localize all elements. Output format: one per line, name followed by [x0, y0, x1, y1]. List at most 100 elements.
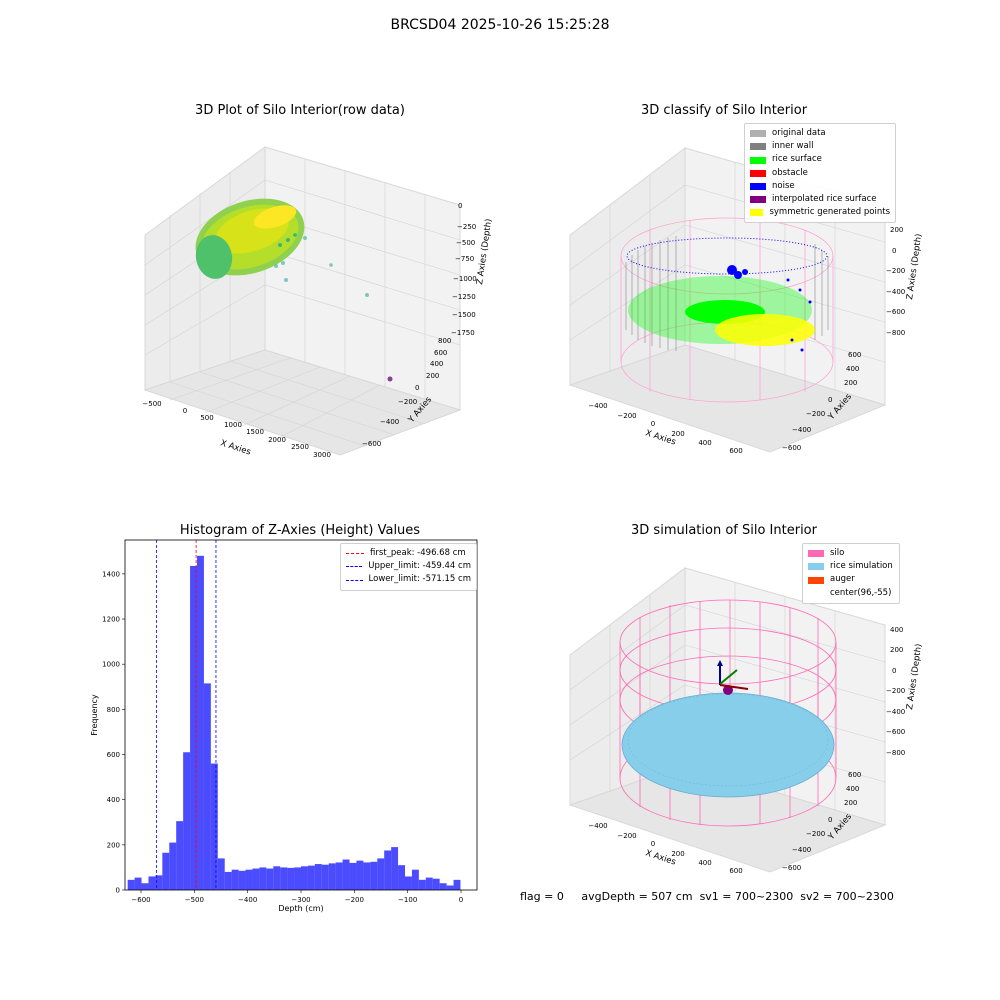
simulation-ztick: 400 — [890, 626, 903, 634]
legend-swatch — [808, 550, 824, 558]
raw-ytick: 400 — [430, 360, 443, 368]
raw-ytick: −400 — [380, 418, 399, 426]
legend-item: original data — [750, 127, 890, 140]
simulation-3d-plot: −400 −200 0 200 400 600 −600 −400 −200 0… — [568, 566, 924, 875]
legend-label: original data — [772, 128, 826, 138]
histogram-bar — [307, 865, 315, 890]
histogram-bar — [405, 876, 412, 890]
histogram-bar — [183, 752, 191, 890]
y-tick-label: 0 — [116, 887, 120, 895]
classify-ytick: 200 — [844, 379, 857, 387]
legend-swatch — [750, 169, 766, 177]
y-tick-label: 600 — [107, 751, 120, 759]
histogram-legend: first_peak: -496.68 cm Upper_limit: -459… — [340, 543, 477, 591]
classify-ztick: −200 — [886, 267, 905, 275]
raw-ytick: −200 — [398, 398, 417, 406]
x-tick-label: −600 — [131, 896, 150, 904]
simulation-ztick: 0 — [892, 667, 896, 675]
legend-label: inner wall — [772, 141, 814, 152]
legend-label: rice surface — [772, 154, 822, 165]
legend-line — [346, 579, 363, 581]
legend-swatch — [808, 576, 824, 584]
raw-xtick: 0 — [183, 407, 187, 415]
legend-line — [346, 566, 363, 568]
histogram-bar — [224, 871, 232, 890]
simulation-xtick: −200 — [617, 832, 636, 840]
legend-swatch — [750, 182, 766, 190]
histogram-bar — [231, 869, 239, 890]
x-tick-label: −500 — [185, 896, 204, 904]
raw-ytick: 0 — [415, 384, 419, 392]
legend-item: rice simulation — [808, 560, 894, 573]
legend-label: noise — [772, 180, 795, 191]
histogram-bar — [370, 861, 378, 890]
raw-ytick: 600 — [434, 349, 447, 357]
sv2-text: sv2 = 700~2300 — [800, 890, 894, 903]
histogram-bar — [238, 870, 246, 890]
y-tick-label: 1000 — [102, 661, 120, 669]
legend-swatch — [750, 143, 766, 151]
simulation-panel-title: 3D simulation of Silo Interior — [631, 523, 817, 538]
raw-xtick: 1000 — [224, 421, 242, 429]
histogram-bar — [349, 862, 357, 890]
legend-item: center(96,-55) — [808, 587, 894, 600]
x-tick-label: 0 — [459, 896, 463, 904]
raw-xtick: 500 — [200, 414, 213, 422]
legend-label: interpolated rice surface — [772, 194, 877, 205]
legend-label: symmetric generated points — [769, 207, 890, 218]
legend-label: silo — [830, 548, 845, 558]
simulation-xtick: −400 — [588, 822, 607, 830]
classify-z-axis-label: Z Axies (Depth) — [905, 233, 924, 300]
y-tick-label: 200 — [107, 841, 120, 849]
raw-z-axis-label: Z Axies (Depth) — [475, 218, 494, 285]
simulation-ztick: −200 — [886, 687, 905, 695]
histogram-bar — [197, 555, 204, 890]
simulation-ytick: 0 — [828, 816, 832, 824]
classify-ytick: 600 — [848, 351, 861, 359]
simulation-ytick: −400 — [792, 846, 811, 854]
histogram-bar — [328, 863, 336, 890]
histogram-bar — [418, 879, 426, 890]
classify-xtick: 600 — [729, 447, 742, 455]
simulation-ytick: −600 — [782, 864, 801, 872]
histogram-bar — [425, 877, 433, 890]
histogram-bar — [134, 877, 142, 890]
histogram-title: Histogram of Z-Axies (Height) Values — [179, 523, 421, 538]
histogram-bar — [377, 858, 385, 890]
histogram-bar — [273, 866, 281, 890]
legend-swatch — [808, 590, 824, 597]
legend-item: silo — [808, 547, 894, 560]
simulation-xtick: 200 — [671, 850, 684, 858]
histogram-bar — [169, 842, 177, 890]
legend-item: inner wall — [750, 140, 890, 153]
simulation-z-axis-label: Z Axies (Depth) — [905, 643, 924, 710]
y-tick-label: 800 — [107, 706, 120, 714]
histogram-bar — [127, 879, 135, 890]
raw-ytick: 800 — [438, 337, 451, 345]
histogram-bar — [314, 864, 322, 890]
raw-ztick: −750 — [455, 255, 474, 263]
x-tick-label: −400 — [238, 896, 257, 904]
raw-ztick: −1250 — [452, 293, 476, 301]
raw-xtick: 2000 — [268, 436, 286, 444]
simulation-ztick: −800 — [886, 749, 905, 757]
raw-3d-plot: −500 0 500 1000 1500 2000 2500 3000 −600… — [142, 146, 494, 459]
legend-label: obstacle — [772, 167, 808, 178]
legend-label: first_peak: -496.68 cm — [370, 548, 466, 558]
raw-ztick: −1750 — [451, 329, 475, 337]
classify-xtick: −400 — [588, 402, 607, 410]
legend-swatch — [750, 156, 766, 164]
legend-item: interpolated rice surface — [750, 193, 890, 206]
simulation-ztick: −600 — [886, 728, 905, 736]
histogram-bar — [356, 860, 364, 890]
legend-item: Lower_limit: -571.15 cm — [346, 573, 471, 586]
simulation-xtick: 400 — [698, 859, 711, 867]
histogram-bar — [141, 883, 149, 890]
classify-ztick: −600 — [886, 308, 905, 316]
legend-label: auger — [830, 574, 855, 585]
legend-swatch — [750, 130, 766, 138]
simulation-xtick: 600 — [729, 867, 742, 875]
simulation-ytick: −200 — [806, 830, 825, 838]
raw-ytick: 200 — [426, 372, 439, 380]
raw-x-axis-label: X Axies — [219, 438, 252, 457]
